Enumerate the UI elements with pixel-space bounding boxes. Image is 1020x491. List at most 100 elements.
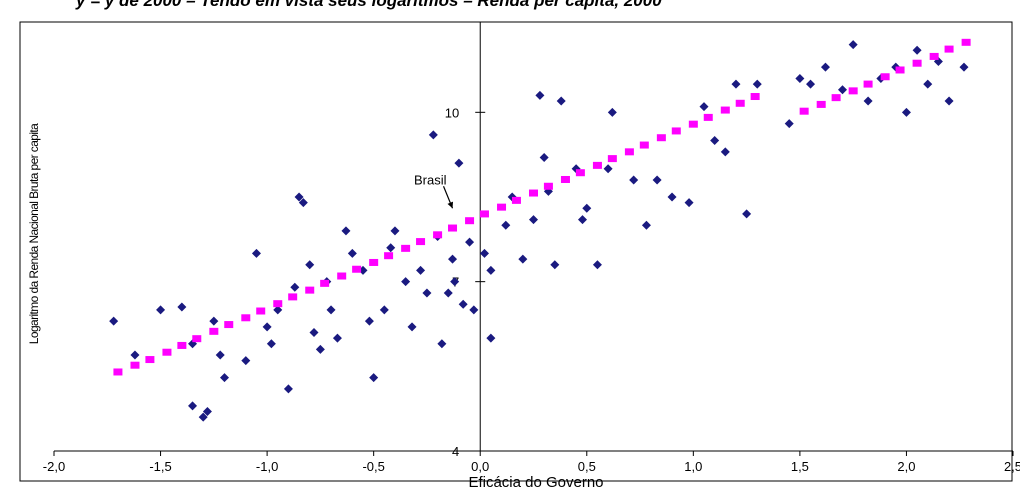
observed-point — [262, 322, 272, 332]
observed-point — [283, 384, 293, 394]
observed-point — [290, 282, 300, 292]
fitted-point — [320, 279, 330, 287]
fitted-point — [209, 327, 219, 335]
fitted-point — [465, 217, 475, 225]
fitted-point — [816, 100, 826, 108]
fitted-point — [912, 59, 922, 67]
x-tick-label: 1,5 — [791, 459, 809, 474]
observed-point — [556, 96, 566, 106]
fitted-point — [895, 66, 905, 74]
observed-point — [806, 79, 816, 89]
observed-point — [198, 412, 208, 422]
fitted-point — [256, 307, 266, 315]
x-ticks: -2,0 -1,5 -1,0 -0,5 0,0 0,5 1,0 1,5 2,0 2,5 — [43, 451, 1020, 474]
fitted-point — [177, 341, 187, 349]
observed-point — [501, 220, 511, 230]
observed-point — [578, 215, 588, 225]
fitted-point — [337, 272, 347, 280]
observed-point — [629, 175, 639, 185]
fitted-point — [750, 93, 760, 101]
x-axis-title: Eficácia do Governo — [468, 474, 603, 491]
fitted-point — [305, 286, 315, 294]
observed-point — [407, 322, 417, 332]
x-tick-label: 2,0 — [897, 459, 915, 474]
observed-point — [710, 136, 720, 146]
fitted-point — [863, 80, 873, 88]
observed-point — [752, 79, 762, 89]
fitted-point — [162, 348, 172, 356]
observed-point — [684, 198, 694, 208]
observed-point — [156, 305, 166, 315]
x-tick-label: 2,5 — [1004, 459, 1020, 474]
observed-point — [347, 248, 357, 258]
fitted-point — [224, 321, 234, 329]
observed-point — [450, 277, 460, 287]
fitted-point — [656, 134, 666, 142]
observed-point — [486, 265, 496, 275]
observed-point — [479, 248, 489, 258]
fitted-point — [401, 244, 411, 252]
observed-point — [326, 305, 336, 315]
observed-point — [848, 40, 858, 50]
fitted-point — [607, 155, 617, 163]
observed-point — [209, 316, 219, 326]
observed-point — [379, 305, 389, 315]
fitted-point — [575, 169, 585, 177]
observed-point — [641, 220, 651, 230]
observed-point — [863, 96, 873, 106]
fitted-point — [113, 368, 123, 376]
fitted-point — [416, 238, 426, 246]
fitted-point — [671, 127, 681, 135]
observed-point — [202, 406, 212, 416]
fitted-point — [192, 335, 202, 343]
fitted-point — [352, 265, 362, 273]
observed-point — [309, 327, 319, 337]
observed-point — [603, 164, 613, 174]
observed-point — [215, 350, 225, 360]
brasil-label: Brasil — [414, 172, 447, 187]
observed-point — [188, 401, 198, 411]
fitted-point — [720, 106, 730, 114]
fitted-point — [848, 87, 858, 95]
observed-point — [437, 339, 447, 349]
observed-point — [912, 45, 922, 55]
observed-point — [401, 277, 411, 287]
x-tick-label: -1,5 — [149, 459, 171, 474]
x-tick-label: -2,0 — [43, 459, 65, 474]
observed-point — [422, 288, 432, 298]
observed-point — [486, 333, 496, 343]
observed-point — [742, 209, 752, 219]
brasil-arrow-head — [447, 201, 454, 209]
observed-point — [177, 302, 187, 312]
brasil-annotation: Brasil — [414, 172, 454, 209]
y-tick-label: 4 — [452, 444, 459, 459]
fitted-point — [433, 231, 443, 239]
observed-point — [582, 203, 592, 213]
x-tick-label: -1,0 — [256, 459, 278, 474]
x-tick-label: 0,5 — [578, 459, 596, 474]
fitted-point — [241, 314, 251, 322]
observed-point — [607, 107, 617, 117]
fitted-point — [497, 203, 507, 211]
fitted-point — [560, 175, 570, 183]
observed-point — [458, 299, 468, 309]
observed-points — [109, 40, 969, 422]
observed-point — [369, 373, 379, 383]
observed-point — [550, 260, 560, 270]
observed-point — [795, 73, 805, 83]
observed-point — [465, 237, 475, 247]
fitted-point — [543, 182, 553, 190]
fitted-point — [929, 52, 939, 60]
observed-point — [305, 260, 315, 270]
observed-point — [390, 226, 400, 236]
observed-point — [443, 288, 453, 298]
fitted-point — [639, 141, 649, 149]
chart-title: y = y de 2000 – Tendo em vista seus loga… — [76, 0, 662, 10]
observed-point — [944, 96, 954, 106]
y-axis-title: Logaritmo da Renda Nacional Bruta per ca… — [27, 123, 41, 344]
fitted-point — [384, 252, 394, 260]
observed-point — [959, 62, 969, 72]
observed-point — [784, 119, 794, 129]
observed-point — [539, 152, 549, 162]
observed-point — [298, 198, 308, 208]
